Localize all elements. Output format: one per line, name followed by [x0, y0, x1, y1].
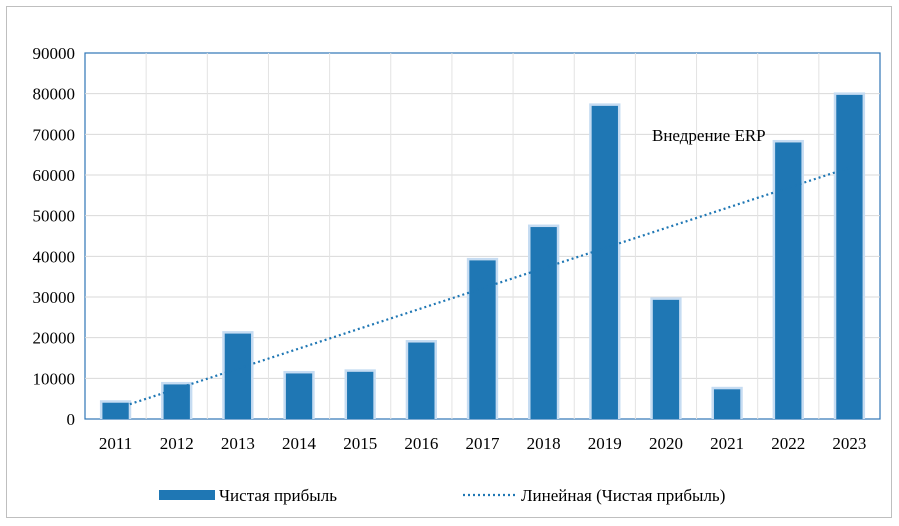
x-tick-label: 2018 — [527, 434, 561, 453]
bar-2018 — [530, 227, 557, 419]
bar-2012 — [163, 384, 190, 419]
x-tick-label: 2013 — [221, 434, 255, 453]
bar-2023 — [836, 94, 863, 420]
bar-2020 — [652, 299, 680, 419]
x-tick-label: 2011 — [99, 434, 132, 453]
bar-2021 — [713, 389, 741, 419]
x-tick-label: 2023 — [832, 434, 866, 453]
annotation-erp: Внедрение ERP — [652, 126, 766, 145]
legend-label-bar: Чистая прибыль — [219, 486, 337, 505]
bar-2015 — [347, 371, 374, 419]
y-tick-label: 20000 — [33, 329, 76, 348]
linear-trendline — [115, 166, 850, 410]
y-tick-label: 60000 — [33, 166, 76, 185]
legend-swatch-bar — [159, 490, 215, 500]
bar-2019 — [591, 105, 618, 419]
x-tick-label: 2014 — [282, 434, 317, 453]
bar-2022 — [775, 142, 802, 419]
y-tick-label: 80000 — [33, 85, 76, 104]
x-tick-label: 2022 — [771, 434, 805, 453]
bar-series — [99, 92, 866, 420]
bar-2017 — [469, 260, 496, 419]
chart-frame: 0 10000 20000 30000 40000 50000 60000 70000 8000… — [6, 6, 892, 518]
x-tick-label: 2015 — [343, 434, 377, 453]
x-tick-label: 2021 — [710, 434, 744, 453]
y-tick-label: 0 — [67, 410, 76, 429]
y-tick-label: 50000 — [33, 207, 76, 226]
bar-chart: 0 10000 20000 30000 40000 50000 60000 70000 8000… — [33, 44, 881, 505]
bar-2013 — [224, 333, 252, 419]
y-tick-label: 70000 — [33, 125, 76, 144]
x-tick-label: 2012 — [160, 434, 194, 453]
x-tick-label: 2019 — [588, 434, 622, 453]
x-tick-label: 2016 — [404, 434, 438, 453]
bar-2014 — [285, 373, 313, 419]
y-axis-ticks: 0 10000 20000 30000 40000 50000 60000 70000 8000… — [33, 44, 76, 429]
x-axis-ticks: 2011 2012 2013 2014 2015 2016 2017 2018 2019 2020… — [99, 434, 867, 453]
legend-label-trendline: Линейная (Чистая прибыль) — [521, 486, 725, 505]
y-tick-label: 90000 — [33, 44, 76, 63]
bar-2011 — [102, 402, 129, 419]
y-tick-label: 40000 — [33, 247, 76, 266]
y-tick-label: 10000 — [33, 369, 76, 388]
legend: Чистая прибыль Линейная (Чистая прибыль) — [159, 486, 725, 505]
bar-2016 — [408, 342, 435, 419]
grid-layer — [85, 53, 880, 419]
y-tick-label: 30000 — [33, 288, 76, 307]
x-tick-label: 2020 — [649, 434, 683, 453]
x-tick-label: 2017 — [466, 434, 501, 453]
